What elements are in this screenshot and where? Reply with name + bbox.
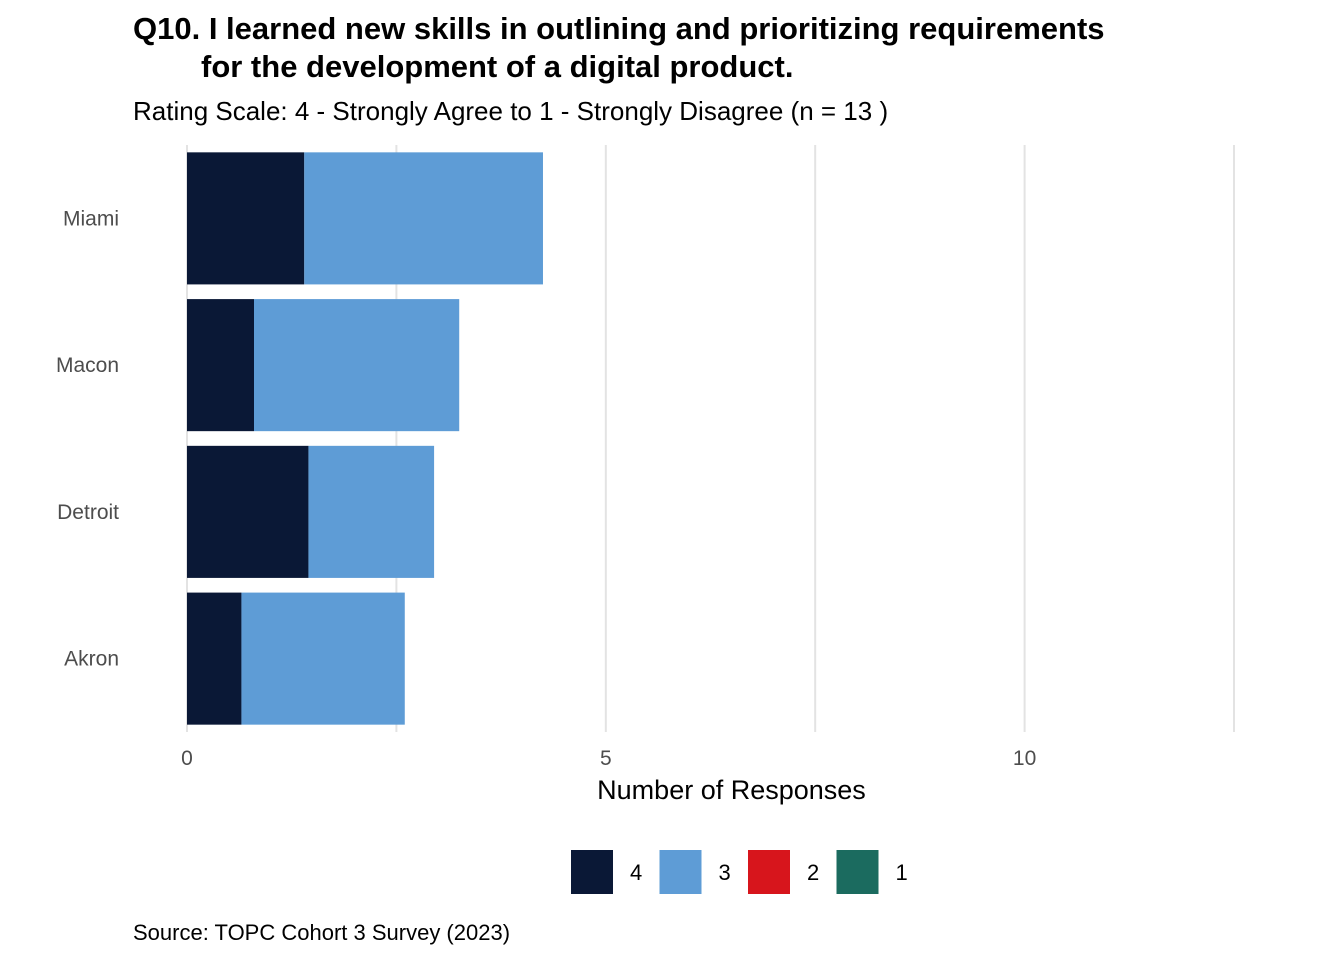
chart-subtitle: Rating Scale: 4 - Strongly Agree to 1 - …: [133, 96, 889, 126]
bar-segment-akron-3: [241, 592, 405, 725]
chart-caption: Source: TOPC Cohort 3 Survey (2023): [133, 920, 511, 945]
bar-segment-detroit-4: [187, 445, 309, 578]
legend-label-3: 3: [719, 860, 731, 885]
bar-segment-miami-3: [304, 152, 543, 285]
x-tick-label: 5: [600, 747, 612, 770]
y-tick-label: Macon: [56, 354, 119, 377]
chart-title: Q10. I learned new skills in outlining a…: [133, 10, 1105, 86]
bar-segment-akron-4: [187, 592, 242, 725]
legend-key-3: [659, 850, 702, 894]
legend-key-1: [836, 850, 879, 894]
x-axis-label: Number of Responses: [597, 775, 866, 805]
x-tick-label: 10: [1013, 747, 1036, 770]
legend-label-2: 2: [807, 860, 819, 885]
bar-segment-macon-4: [187, 299, 255, 432]
x-tick-label: 0: [181, 747, 193, 770]
bar-segment-macon-3: [254, 299, 460, 432]
legend-label-4: 4: [630, 860, 642, 885]
y-tick-label: Miami: [63, 207, 119, 230]
legend-key-4: [571, 850, 613, 894]
bar-segment-detroit-3: [308, 445, 435, 578]
legend-key-2: [748, 850, 790, 894]
y-tick-label: Detroit: [57, 501, 119, 524]
chart-title-line2: for the development of a digital product…: [201, 49, 794, 84]
legend-label-1: 1: [896, 860, 908, 885]
bar-segment-miami-4: [187, 152, 305, 285]
y-tick-label: Akron: [64, 648, 119, 671]
chart-title-line1: Q10. I learned new skills in outlining a…: [133, 11, 1105, 46]
